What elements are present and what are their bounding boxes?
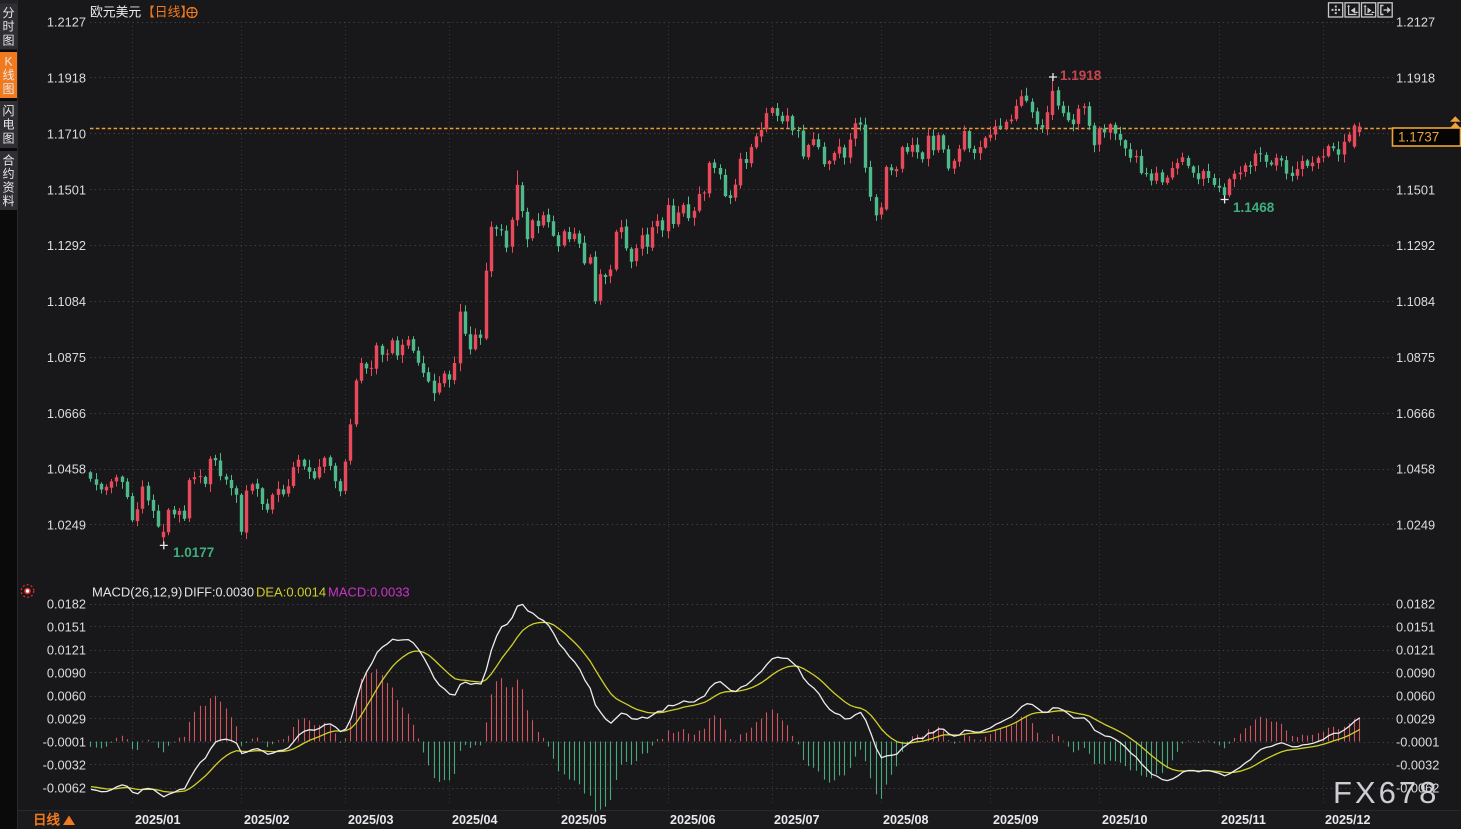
- svg-text:1.0666: 1.0666: [1396, 406, 1435, 421]
- svg-text:1.1918: 1.1918: [47, 71, 86, 86]
- svg-text:2025/05: 2025/05: [561, 813, 607, 827]
- svg-text:1.0458: 1.0458: [1396, 462, 1435, 477]
- svg-text:-0.0062: -0.0062: [1396, 781, 1439, 796]
- svg-text:2025/01: 2025/01: [135, 813, 181, 827]
- svg-text:MACD(26,12,9): MACD(26,12,9): [92, 585, 182, 600]
- svg-text:0.0121: 0.0121: [47, 643, 86, 658]
- svg-text:1.1918: 1.1918: [1396, 71, 1435, 86]
- svg-text:MACD:0.0033: MACD:0.0033: [328, 585, 410, 600]
- svg-text:-0.0001: -0.0001: [1396, 735, 1439, 750]
- svg-text:-0.0032: -0.0032: [1396, 758, 1439, 773]
- svg-text:1.1084: 1.1084: [47, 294, 86, 309]
- svg-text:1.1710: 1.1710: [47, 126, 86, 141]
- svg-text:0.0060: 0.0060: [1396, 689, 1435, 704]
- svg-text:FX678: FX678: [1333, 775, 1439, 810]
- svg-text:1.1292: 1.1292: [47, 238, 86, 253]
- svg-text:图: 图: [2, 33, 14, 47]
- svg-text:分: 分: [2, 6, 14, 20]
- svg-text:时: 时: [2, 20, 14, 34]
- svg-text:1.0875: 1.0875: [47, 350, 86, 365]
- svg-text:K: K: [4, 55, 12, 69]
- svg-text:0.0151: 0.0151: [1396, 620, 1435, 635]
- svg-text:0.0029: 0.0029: [1396, 712, 1435, 727]
- svg-text:1.1501: 1.1501: [1396, 182, 1435, 197]
- svg-text:1.0875: 1.0875: [1396, 350, 1435, 365]
- svg-text:线: 线: [2, 68, 14, 82]
- svg-text:0.0029: 0.0029: [47, 712, 86, 727]
- svg-text:【日线】: 【日线】: [142, 5, 193, 20]
- svg-text:0.0090: 0.0090: [47, 666, 86, 681]
- svg-text:2025/04: 2025/04: [452, 813, 498, 827]
- svg-text:1.0249: 1.0249: [47, 518, 86, 533]
- svg-text:1.1918: 1.1918: [1060, 68, 1102, 83]
- svg-text:2025/02: 2025/02: [244, 813, 290, 827]
- svg-text:料: 料: [2, 194, 14, 208]
- svg-text:0.0121: 0.0121: [1396, 643, 1435, 658]
- svg-text:1.0458: 1.0458: [47, 462, 86, 477]
- svg-text:1.1501: 1.1501: [47, 182, 86, 197]
- svg-text:2025/06: 2025/06: [670, 813, 716, 827]
- svg-text:1.1084: 1.1084: [1396, 294, 1435, 309]
- svg-text:1.0249: 1.0249: [1396, 518, 1435, 533]
- svg-text:0.0151: 0.0151: [47, 620, 86, 635]
- svg-text:2025/08: 2025/08: [883, 813, 929, 827]
- svg-text:2025/12: 2025/12: [1325, 813, 1371, 827]
- svg-text:DEA:0.0014: DEA:0.0014: [256, 585, 326, 600]
- svg-text:2025/11: 2025/11: [1221, 813, 1266, 827]
- svg-text:-0.0032: -0.0032: [43, 758, 86, 773]
- svg-text:0.0060: 0.0060: [47, 689, 86, 704]
- svg-text:资: 资: [2, 181, 14, 195]
- svg-text:约: 约: [2, 166, 14, 181]
- svg-text:1.2127: 1.2127: [47, 15, 86, 30]
- svg-text:电: 电: [2, 118, 14, 132]
- svg-text:1.0666: 1.0666: [47, 406, 86, 421]
- svg-text:闪: 闪: [2, 104, 14, 118]
- svg-text:0.0182: 0.0182: [1396, 597, 1435, 612]
- svg-text:日线: 日线: [33, 812, 60, 828]
- svg-text:合: 合: [2, 152, 14, 167]
- svg-text:图: 图: [2, 82, 14, 96]
- svg-text:0.0090: 0.0090: [1396, 666, 1435, 681]
- svg-text:0.0182: 0.0182: [47, 597, 86, 612]
- svg-text:2025/07: 2025/07: [774, 813, 820, 827]
- svg-text:1.2127: 1.2127: [1396, 15, 1435, 30]
- svg-text:1.1292: 1.1292: [1396, 238, 1435, 253]
- svg-text:2025/03: 2025/03: [348, 813, 394, 827]
- svg-text:1.1737: 1.1737: [1398, 130, 1439, 145]
- svg-text:2025/09: 2025/09: [993, 813, 1039, 827]
- svg-text:-0.0001: -0.0001: [43, 735, 86, 750]
- svg-text:2025/10: 2025/10: [1102, 813, 1148, 827]
- svg-text:1.0177: 1.0177: [173, 545, 214, 560]
- svg-text:-0.0062: -0.0062: [43, 781, 86, 796]
- svg-text:欧元美元: 欧元美元: [90, 5, 141, 20]
- svg-text:DIFF:0.0030: DIFF:0.0030: [184, 586, 254, 600]
- svg-text:1.1468: 1.1468: [1233, 200, 1275, 215]
- svg-text:图: 图: [2, 131, 14, 145]
